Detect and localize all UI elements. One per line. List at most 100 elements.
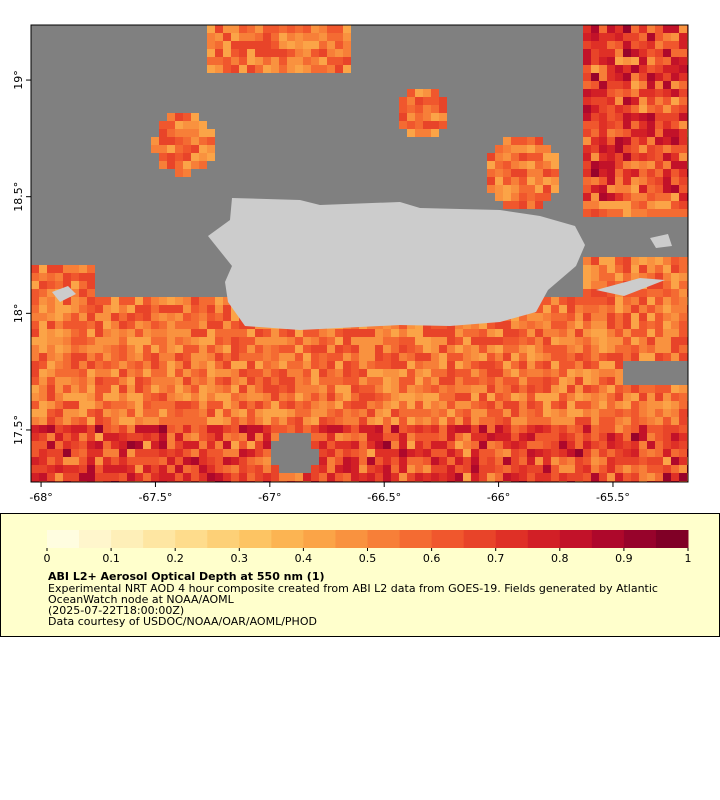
raster-cell	[87, 465, 95, 473]
raster-cell	[127, 449, 135, 457]
raster-cell	[175, 169, 183, 177]
raster-cell	[247, 25, 255, 33]
raster-cell	[247, 337, 255, 345]
raster-cell	[567, 305, 575, 313]
raster-cell	[511, 361, 519, 369]
raster-cell	[223, 473, 231, 481]
raster-cell	[231, 321, 239, 329]
raster-cell	[223, 417, 231, 425]
raster-cell	[679, 473, 687, 481]
colorbar-swatch	[111, 530, 144, 548]
raster-cell	[639, 385, 647, 393]
raster-cell	[335, 41, 343, 49]
raster-cell	[111, 433, 119, 441]
raster-cell	[79, 265, 87, 273]
raster-cell	[647, 441, 655, 449]
raster-cell	[671, 433, 679, 441]
raster-cell	[199, 321, 207, 329]
raster-cell	[423, 465, 431, 473]
raster-cell	[135, 401, 143, 409]
raster-cell	[439, 113, 447, 121]
raster-cell	[559, 425, 567, 433]
raster-cell	[55, 337, 63, 345]
raster-cell	[239, 361, 247, 369]
raster-cell	[399, 473, 407, 481]
raster-cell	[591, 185, 599, 193]
raster-cell	[399, 329, 407, 337]
raster-cell	[591, 377, 599, 385]
raster-cell	[583, 465, 591, 473]
raster-cell	[583, 161, 591, 169]
raster-cell	[495, 337, 503, 345]
raster-cell	[583, 265, 591, 273]
raster-cell	[607, 353, 615, 361]
raster-cell	[623, 353, 631, 361]
raster-cell	[591, 329, 599, 337]
raster-cell	[31, 281, 39, 289]
raster-cell	[215, 473, 223, 481]
raster-cell	[167, 353, 175, 361]
raster-cell	[399, 377, 407, 385]
raster-cell	[599, 361, 607, 369]
raster-cell	[303, 57, 311, 65]
raster-cell	[679, 121, 687, 129]
raster-cell	[287, 473, 295, 481]
raster-cell	[455, 417, 463, 425]
raster-cell	[191, 393, 199, 401]
raster-cell	[255, 433, 263, 441]
raster-cell	[407, 353, 415, 361]
raster-cell	[71, 273, 79, 281]
raster-cell	[271, 433, 279, 441]
raster-cell	[95, 369, 103, 377]
raster-cell	[519, 321, 527, 329]
raster-cell	[583, 97, 591, 105]
raster-cell	[503, 425, 511, 433]
raster-cell	[47, 305, 55, 313]
raster-cell	[623, 97, 631, 105]
raster-cell	[599, 385, 607, 393]
raster-cell	[319, 65, 327, 73]
raster-cell	[599, 193, 607, 201]
raster-cell	[39, 289, 47, 297]
raster-cell	[207, 401, 215, 409]
raster-cell	[199, 393, 207, 401]
raster-cell	[487, 377, 495, 385]
raster-cell	[319, 433, 327, 441]
raster-cell	[303, 417, 311, 425]
raster-cell	[559, 297, 567, 305]
raster-cell	[71, 417, 79, 425]
raster-cell	[511, 393, 519, 401]
raster-cell	[271, 401, 279, 409]
raster-cell	[607, 161, 615, 169]
raster-cell	[495, 425, 503, 433]
raster-cell	[215, 25, 223, 33]
raster-cell	[663, 337, 671, 345]
raster-cell	[167, 361, 175, 369]
raster-cell	[383, 385, 391, 393]
raster-cell	[95, 305, 103, 313]
raster-cell	[383, 377, 391, 385]
raster-cell	[159, 345, 167, 353]
raster-cell	[303, 473, 311, 481]
raster-cell	[599, 49, 607, 57]
raster-cell	[559, 417, 567, 425]
raster-cell	[647, 401, 655, 409]
raster-cell	[455, 441, 463, 449]
raster-cell	[471, 361, 479, 369]
raster-cell	[159, 129, 167, 137]
raster-cell	[599, 273, 607, 281]
raster-cell	[463, 321, 471, 329]
raster-cell	[471, 329, 479, 337]
raster-cell	[55, 393, 63, 401]
raster-cell	[647, 409, 655, 417]
raster-cell	[31, 441, 39, 449]
raster-cell	[655, 465, 663, 473]
raster-cell	[639, 409, 647, 417]
raster-cell	[655, 289, 663, 297]
raster-cell	[679, 105, 687, 113]
raster-cell	[271, 417, 279, 425]
raster-cell	[647, 73, 655, 81]
raster-cell	[607, 449, 615, 457]
raster-cell	[591, 433, 599, 441]
raster-cell	[159, 401, 167, 409]
